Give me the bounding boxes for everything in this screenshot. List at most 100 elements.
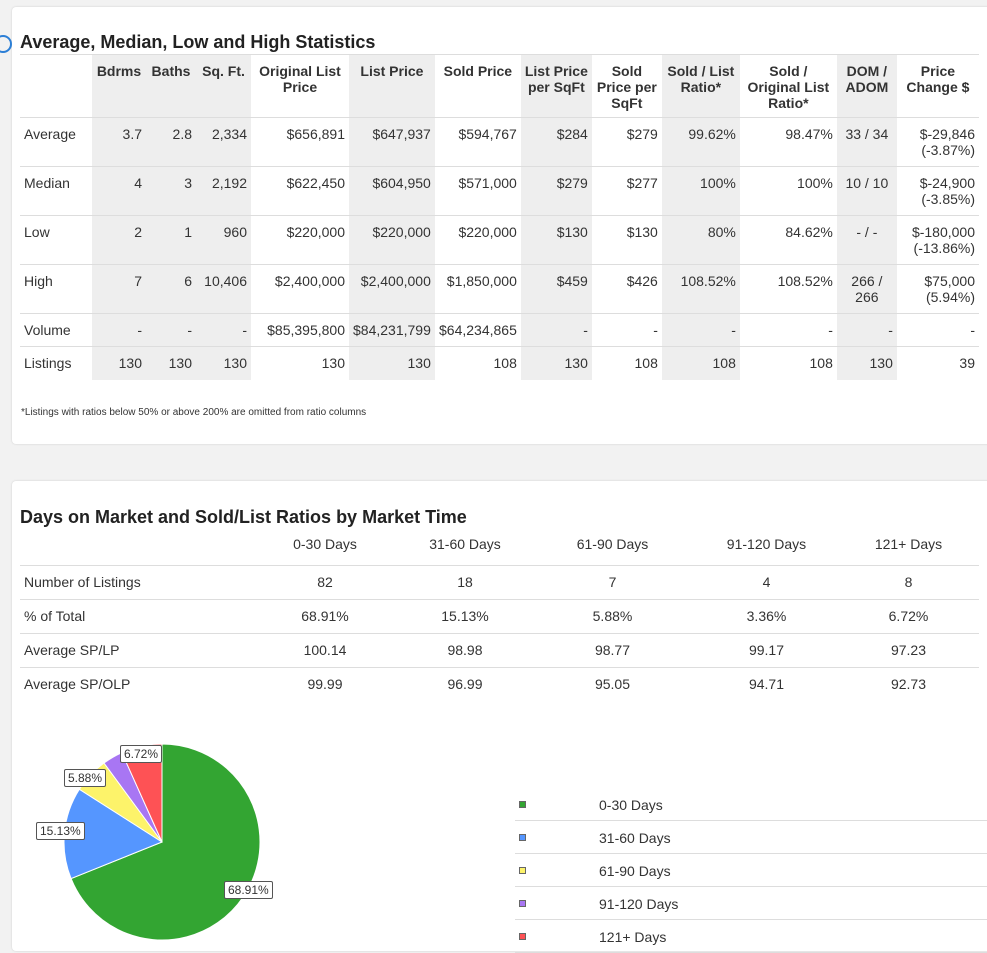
cell: 99.99 [250,666,400,701]
cell: $130 [591,215,662,265]
dom-card: Days on Market and Sold/List Ratios by M… [12,481,987,953]
header-sold-list-ratio[interactable]: Sold / List Ratio* [661,54,740,118]
cell: 100% [661,166,740,216]
row-label: % of Total [20,598,250,633]
dom-header-121-plus: 121+ Days [874,536,943,552]
cell: 130 [251,346,349,380]
cell: $220,000 [251,215,349,265]
cell: $604,950 [349,166,435,216]
pie-data-label: 5.88% [64,769,107,787]
dom-header-91-120: 91-120 Days [726,536,807,552]
stats-row-high: High 7 6 10,406 $2,400,000 $2,400,000 $1… [20,264,979,314]
cell: $279 [591,117,662,167]
cell: $622,450 [251,166,349,216]
cell: 108 [739,346,837,380]
cell: $277 [591,166,662,216]
cell: 98.77 [530,632,695,667]
stats-row-low: Low 2 1 960 $220,000 $220,000 $220,000 $… [20,215,979,265]
cell: 100.14 [250,632,400,667]
cell: 18 [400,564,530,599]
header-list-price[interactable]: List Price [349,54,435,118]
info-circle-icon[interactable] [0,35,12,53]
cell: $594,767 [434,117,521,167]
cell: 130 [349,346,435,380]
cell: $647,937 [349,117,435,167]
dom-row-number-of-listings: Number of Listings 82 18 7 4 8 [20,564,979,599]
row-label: Average SP/OLP [20,666,250,701]
dom-header-61-90: 61-90 Days [576,536,649,552]
header-bdrms[interactable]: Bdrms [92,54,146,118]
statistics-table: Bdrms Baths Sq. Ft. Original List Price … [20,54,979,380]
cell: 2.8 [146,117,196,167]
cell: 2,334 [196,117,251,167]
cell: 10,406 [196,264,251,314]
cell: 98.47% [739,117,837,167]
cell: 4 [695,564,838,599]
cell: 2 [92,215,146,265]
cell: 130 [196,346,251,380]
cell: 266 / 266 [836,264,897,314]
header-original-list-price[interactable]: Original List Price [251,54,349,118]
cell: 98.98 [400,632,530,667]
ratio-footnote: *Listings with ratios below 50% or above… [21,407,367,418]
cell: 100% [739,166,837,216]
cell: 108 [591,346,662,380]
dom-row-avg-sp-olp: Average SP/OLP 99.99 96.99 95.05 94.71 9… [20,666,979,701]
cell: 130 [92,346,146,380]
cell: $459 [520,264,592,314]
row-label: Listings [20,346,92,380]
cell: $84,231,799 [349,313,435,347]
cell: 1 [146,215,196,265]
cell: 6.72% [838,598,979,633]
cell: $426 [591,264,662,314]
cell: 108 [434,346,521,380]
cell: $220,000 [434,215,521,265]
header-sold-price[interactable]: Sold Price [434,54,521,118]
pie-data-label: 15.13% [36,822,85,840]
header-dom-adom[interactable]: DOM / ADOM [836,54,897,118]
cell: $85,395,800 [251,313,349,347]
cell: 10 / 10 [836,166,897,216]
legend-item[interactable]: 91-120 Days [515,887,987,920]
dom-row-avg-sp-lp: Average SP/LP 100.14 98.98 98.77 99.17 9… [20,632,979,667]
cell: 94.71 [695,666,838,701]
cell: $2,400,000 [251,264,349,314]
row-label: High [20,264,92,314]
cell: $1,850,000 [434,264,521,314]
legend-item[interactable]: 31-60 Days [515,821,987,854]
cell: - / - [836,215,897,265]
header-sold-original-list-ratio[interactable]: Sold / Original List Ratio* [739,54,837,118]
market-time-pie-chart [63,743,261,941]
legend-label: 61-90 Days [599,863,671,879]
legend-item[interactable]: 61-90 Days [515,854,987,887]
cell: 39 [896,346,979,380]
cell: $279 [520,166,592,216]
dom-header-0-30: 0-30 Days [293,536,357,552]
stats-row-listings: Listings 130 130 130 130 130 108 130 108… [20,346,979,380]
cell: - [896,313,979,347]
dom-header-31-60: 31-60 Days [429,536,501,552]
cell: 7 [92,264,146,314]
header-sold-price-per-sqft[interactable]: Sold Price per SqFt [591,54,662,118]
header-price-change[interactable]: Price Change $ [896,54,979,118]
header-sqft[interactable]: Sq. Ft. [196,54,251,118]
dom-header-blank [20,534,250,565]
cell: 80% [661,215,740,265]
cell: - [739,313,837,347]
legend-swatch [519,933,526,940]
legend-label: 0-30 Days [599,797,663,813]
header-list-price-per-sqft[interactable]: List Price per SqFt [520,54,592,118]
header-blank [20,54,92,118]
legend-item[interactable]: 121+ Days [515,920,987,953]
header-baths[interactable]: Baths [146,54,196,118]
row-label: Number of Listings [20,564,250,599]
cell: 5.88% [530,598,695,633]
cell: 97.23 [838,632,979,667]
cell: 130 [520,346,592,380]
cell: 15.13% [400,598,530,633]
cell: 2,192 [196,166,251,216]
cell: 108.52% [739,264,837,314]
legend-item[interactable]: 0-30 Days [515,788,987,821]
cell: 108 [661,346,740,380]
cell: 130 [836,346,897,380]
